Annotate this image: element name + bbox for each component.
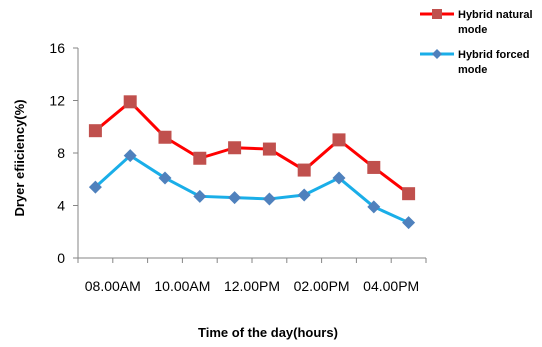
legend-item: Hybrid forced mode [420, 49, 530, 76]
legend-label: mode [458, 24, 487, 36]
data-point [193, 189, 207, 203]
data-point [193, 151, 207, 165]
y-axis-label: Dryer efiiciency(%) [12, 99, 27, 216]
legend-marker [432, 49, 442, 59]
data-point [297, 163, 311, 177]
x-tick-label: 10.00AM [154, 278, 210, 294]
data-point [332, 133, 346, 147]
legend: Hybrid natural mode Hybrid forced mode [420, 9, 533, 76]
data-point [332, 171, 346, 185]
data-point [402, 187, 416, 201]
legend-label: Hybrid forced [458, 49, 530, 61]
data-point [262, 142, 276, 156]
y-tick-label: 16 [49, 40, 65, 56]
series-line [94, 100, 410, 195]
x-tick-label: 02.00PM [294, 278, 350, 294]
data-point [262, 192, 276, 206]
data-point [228, 141, 242, 155]
data-point [158, 130, 172, 144]
data-point [367, 200, 381, 214]
data-point [228, 191, 242, 205]
data-point [402, 216, 416, 230]
x-tick-label: 04.00PM [363, 278, 419, 294]
data-point [367, 160, 381, 174]
legend-item: Hybrid natural mode [420, 9, 533, 36]
data-point [123, 149, 137, 163]
data-point [297, 188, 311, 202]
data-point [88, 180, 102, 194]
y-tick-label: 4 [57, 198, 65, 214]
data-point [88, 124, 102, 138]
legend-label: mode [458, 64, 487, 76]
legend-label: Hybrid natural [458, 9, 533, 21]
x-tick-label: 08.00AM [85, 278, 141, 294]
series-line [94, 154, 410, 224]
series-layer [88, 95, 416, 230]
plot-area: 0 4 8 12 16 08.00AM 10.00AM 12.00PM 02.00PM 04.00… [49, 40, 427, 294]
y-tick-label: 8 [57, 145, 65, 161]
x-tick-label: 12.00PM [224, 278, 280, 294]
legend-marker [432, 9, 442, 19]
series-2 [88, 149, 416, 230]
data-point [158, 171, 172, 185]
series-1 [88, 95, 416, 201]
y-tick-label: 12 [49, 93, 65, 109]
x-axis-label: Time of the day(hours) [198, 325, 338, 340]
y-tick-label: 0 [57, 250, 65, 266]
data-point [123, 95, 137, 109]
